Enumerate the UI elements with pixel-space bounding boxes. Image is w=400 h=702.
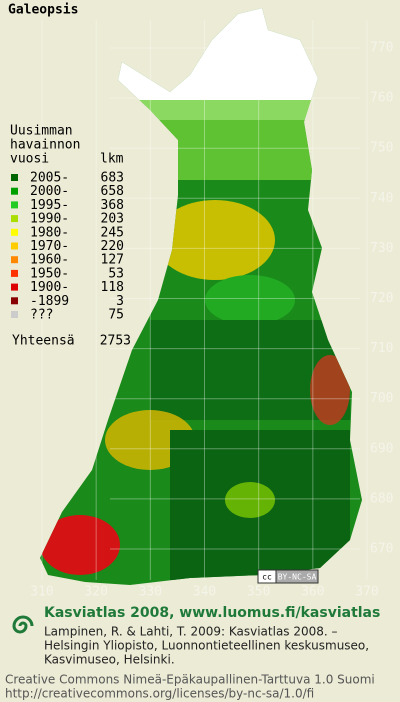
citation-line: Helsingin Yliopisto, Luonnontieteellinen… bbox=[44, 639, 369, 653]
legend-swatch bbox=[11, 201, 18, 209]
legend-swatch bbox=[11, 187, 18, 195]
citation-line: Kasvimuseo, Helsinki. bbox=[44, 653, 175, 667]
legend-year-header: vuosi bbox=[10, 152, 49, 167]
legend-label: 1990- bbox=[30, 212, 69, 227]
legend-swatch bbox=[11, 256, 18, 264]
legend-swatch bbox=[11, 311, 18, 318]
legend-label: 1960- bbox=[30, 253, 69, 268]
easting-label: 320 bbox=[84, 585, 107, 600]
easting-label: 350 bbox=[247, 585, 270, 600]
legend-swatch bbox=[11, 215, 18, 223]
license-line: http://creativecommons.org/licenses/by-n… bbox=[5, 687, 314, 701]
northing-label: 750 bbox=[370, 141, 393, 156]
legend-swatch bbox=[11, 269, 18, 277]
northing-label: 690 bbox=[370, 441, 393, 456]
easting-label: 360 bbox=[301, 585, 324, 600]
legend-swatch bbox=[11, 228, 18, 236]
northing-label: 680 bbox=[370, 491, 393, 506]
northing-label: 700 bbox=[370, 391, 393, 406]
legend-label: 2005- bbox=[30, 171, 69, 186]
legend-heading: havainnon bbox=[10, 138, 80, 153]
cc-label: cc bbox=[262, 573, 272, 582]
northing-label: 670 bbox=[370, 542, 393, 557]
legend-total: 2753 bbox=[100, 334, 131, 349]
site-title: Kasviatlas 2008, www.luomus.fi/kasviatla… bbox=[44, 605, 380, 621]
legend-heading: Uusimman bbox=[10, 124, 73, 139]
legend-label: ??? bbox=[30, 308, 53, 323]
legend-label: 1980- bbox=[30, 225, 69, 240]
legend-count: 75 bbox=[108, 308, 124, 323]
legend-label: 1950- bbox=[30, 266, 69, 281]
species-title: Galeopsis bbox=[8, 3, 78, 18]
legend-count: 3 bbox=[116, 294, 124, 309]
license-line: Creative Commons Nimeä-Epäkaupallinen-Ta… bbox=[5, 673, 375, 687]
northing-label: 720 bbox=[370, 291, 393, 306]
legend-count: 203 bbox=[101, 212, 124, 227]
cc-license: BY-NC-SA bbox=[278, 573, 317, 582]
logo bbox=[12, 615, 34, 634]
northing-label: 710 bbox=[370, 341, 393, 356]
legend-count: 245 bbox=[101, 225, 124, 240]
legend-label: 1900- bbox=[30, 280, 69, 295]
legend-label: 2000- bbox=[30, 184, 69, 199]
legend-count: 127 bbox=[101, 253, 124, 268]
northing-label: 770 bbox=[370, 41, 393, 56]
legend-label: 1970- bbox=[30, 239, 69, 254]
legend-swatch bbox=[11, 174, 18, 181]
easting-label: 340 bbox=[193, 585, 216, 600]
legend-swatch bbox=[11, 283, 18, 291]
northing-label: 760 bbox=[370, 91, 393, 106]
legend: Uusimman havainnon vuosi lkm Yhteensä 27… bbox=[10, 124, 131, 349]
easting-label: 370 bbox=[355, 585, 378, 600]
legend-count: 683 bbox=[101, 171, 124, 186]
easting-label: 330 bbox=[139, 585, 162, 600]
legend-count: 220 bbox=[101, 239, 124, 254]
legend-swatch bbox=[11, 297, 18, 305]
citation-line: Lampinen, R. & Lahti, T. 2009: Kasviatla… bbox=[44, 625, 338, 639]
legend-count: 368 bbox=[101, 198, 124, 213]
easting-label: 310 bbox=[30, 585, 53, 600]
legend-swatch bbox=[11, 242, 18, 250]
legend-count-header: lkm bbox=[100, 152, 124, 167]
cc-badge: cc BY-NC-SA bbox=[257, 569, 319, 584]
legend-count: 53 bbox=[108, 266, 124, 281]
map-grid bbox=[41, 20, 368, 580]
legend-label: -1899 bbox=[30, 294, 69, 309]
northing-label: 740 bbox=[370, 191, 393, 206]
legend-label: 1995- bbox=[30, 198, 69, 213]
legend-count: 658 bbox=[101, 184, 124, 199]
legend-count: 118 bbox=[101, 280, 124, 295]
northing-label: 730 bbox=[370, 241, 393, 256]
legend-total-label: Yhteensä bbox=[12, 334, 75, 349]
